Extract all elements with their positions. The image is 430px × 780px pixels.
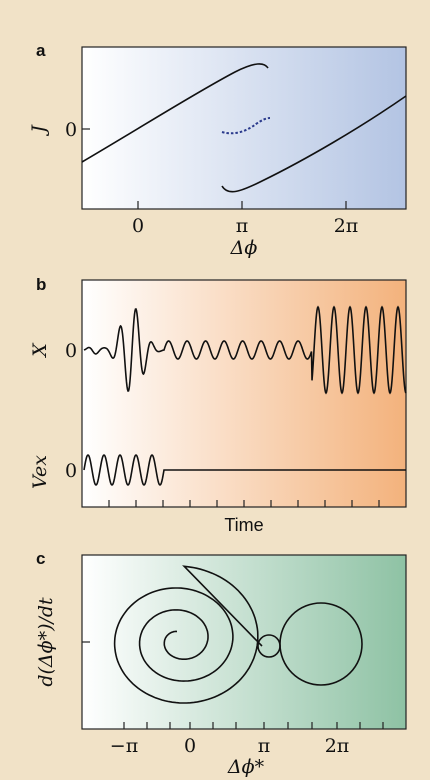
panel-c-x-tick-0: 0	[184, 735, 196, 757]
panel-b-y-tick-vex-zero: 0	[65, 460, 77, 482]
panel-a-x-axis-label: Δϕ	[230, 237, 258, 259]
panel-a-frame	[81, 46, 407, 210]
panel-c-x-axis-label: Δϕ*	[227, 756, 265, 778]
panel-b-x-waveform	[83, 305, 407, 395]
panel-b-x-ticks	[108, 500, 380, 507]
panel-a-x-tick-0: 0	[132, 215, 144, 237]
panel-a-upper-branch-curve	[81, 63, 269, 163]
panel-b-y-axis-label-vex: Vex	[29, 455, 51, 489]
panel-c-plot-area	[82, 555, 406, 729]
panel-a-x-tick-pi: π	[236, 215, 249, 237]
panel-c: c d(Δϕ*)/dt −π 0 π 2π Δϕ*	[35, 549, 407, 778]
panel-c-x-tick-neg-pi: −π	[110, 735, 138, 757]
panel-b-x-axis-label: Time	[224, 515, 263, 535]
panel-b-y-axis-label-x: X	[29, 342, 51, 359]
panel-a-y-tick-zero: 0	[65, 119, 77, 141]
panel-b-vex-waveform	[83, 454, 406, 486]
panel-c-limit-cycle	[279, 602, 363, 686]
panel-c-x-tick-pi: π	[258, 735, 271, 757]
panel-a-letter: a	[36, 41, 46, 60]
panel-c-y-axis-label: d(Δϕ*)/dt	[35, 597, 57, 687]
panel-c-letter: c	[36, 549, 45, 568]
panel-a-dotted-unstable-curve	[221, 117, 271, 135]
panel-c-x-tick-2pi: 2π	[325, 735, 350, 757]
panel-b-letter: b	[36, 275, 46, 294]
panel-a-ticks	[82, 128, 347, 209]
panel-a-y-axis-label: J	[28, 124, 50, 137]
panel-b-y-tick-x-zero: 0	[65, 340, 77, 362]
panel-a-plot-area	[82, 47, 406, 209]
panel-c-spiral-trajectory	[113, 565, 263, 704]
panel-a-x-tick-2pi: 2π	[334, 215, 359, 237]
panel-c-x-ticks	[123, 722, 384, 729]
panel-a-lower-branch-curve	[221, 95, 407, 193]
panel-b: b X 0 Vex 0 Time	[29, 275, 407, 535]
panel-a: a J 0 0 π 2π Δϕ	[28, 41, 407, 259]
